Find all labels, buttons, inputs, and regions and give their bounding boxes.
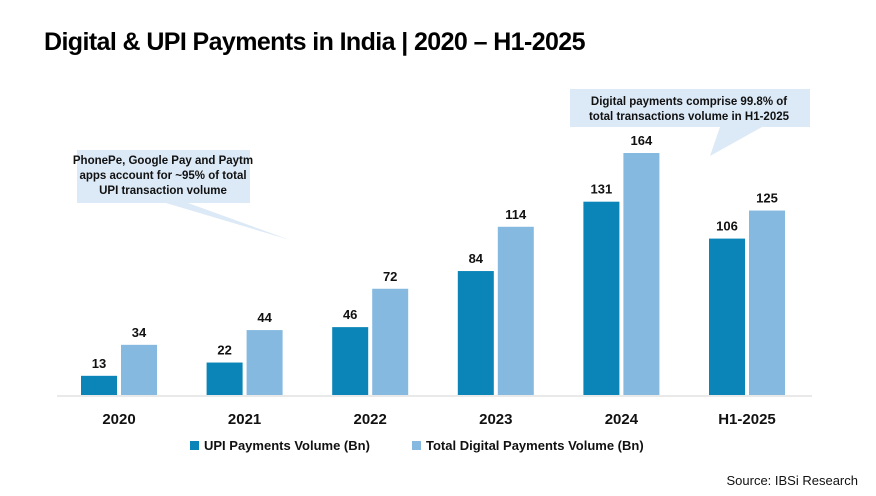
data-label-total-2021: 44 [257, 310, 272, 325]
bar-upi-2020 [81, 375, 117, 395]
callout-digital-share: Digital payments comprise 99.8% of total… [570, 89, 810, 156]
callout-upi-share-line-2: apps account for ~95% of total [79, 170, 246, 182]
bar-upi-2023 [457, 271, 494, 395]
callout-upi-share-line-3: UPI transaction volume [99, 185, 227, 197]
bar-total-2024 [623, 153, 660, 395]
legend-label-total: Total Digital Payments Volume (Bn) [426, 438, 644, 453]
bar-total-2022 [372, 288, 409, 395]
data-label-total-2020: 34 [132, 325, 147, 340]
x-tick-label-2021: 2021 [228, 411, 261, 428]
data-label-total-2022: 72 [383, 269, 397, 284]
x-tick-label-H1-2025: H1-2025 [718, 411, 776, 428]
x-tick-label-2023: 2023 [479, 411, 512, 428]
x-tick-label-2022: 2022 [354, 411, 387, 428]
data-label-upi-2024: 131 [591, 182, 613, 197]
data-label-upi-2022: 46 [343, 307, 357, 322]
bar-total-2023 [497, 226, 534, 395]
callout-digital-share-line-1: Digital payments comprise 99.8% of [591, 96, 787, 108]
bar-upi-H1-2025 [709, 238, 745, 395]
data-label-total-2023: 114 [505, 207, 527, 222]
data-label-total-H1-2025: 125 [756, 191, 778, 206]
bar-total-2020 [121, 344, 157, 395]
source-note: Source: IBSi Research [726, 473, 858, 488]
data-label-total-2024: 164 [631, 133, 653, 148]
bar-upi-2021 [206, 362, 243, 395]
callout-digital-share-line-2: total transactions volume in H1-2025 [589, 111, 790, 123]
data-label-upi-2021: 22 [217, 343, 231, 358]
legend: UPI Payments Volume (Bn) Total Digital P… [0, 438, 876, 458]
data-label-upi-H1-2025: 106 [716, 219, 738, 234]
x-tick-label-2020: 2020 [102, 411, 135, 428]
legend-swatch-total [412, 441, 421, 450]
legend-label-upi: UPI Payments Volume (Bn) [204, 438, 370, 453]
data-label-upi-2020: 13 [92, 356, 106, 371]
callout-digital-share-bubble [570, 89, 810, 156]
x-tick-label-2024: 2024 [605, 411, 639, 428]
chart-title: Digital & UPI Payments in India | 2020 –… [44, 28, 586, 56]
bar-total-2021 [246, 330, 283, 395]
legend-swatch-upi [190, 441, 199, 450]
legend-item-total: Total Digital Payments Volume (Bn) [412, 438, 644, 453]
bar-upi-2024 [583, 201, 620, 395]
bar-upi-2022 [332, 327, 369, 395]
callout-upi-share-line-1: PhonePe, Google Pay and Paytm [73, 155, 253, 167]
callout-upi-share-bubble [77, 150, 290, 240]
bar-total-H1-2025 [749, 210, 785, 395]
legend-item-upi: UPI Payments Volume (Bn) [190, 438, 370, 453]
callout-upi-share: PhonePe, Google Pay and Paytm apps accou… [73, 150, 290, 240]
data-label-upi-2023: 84 [469, 251, 484, 266]
